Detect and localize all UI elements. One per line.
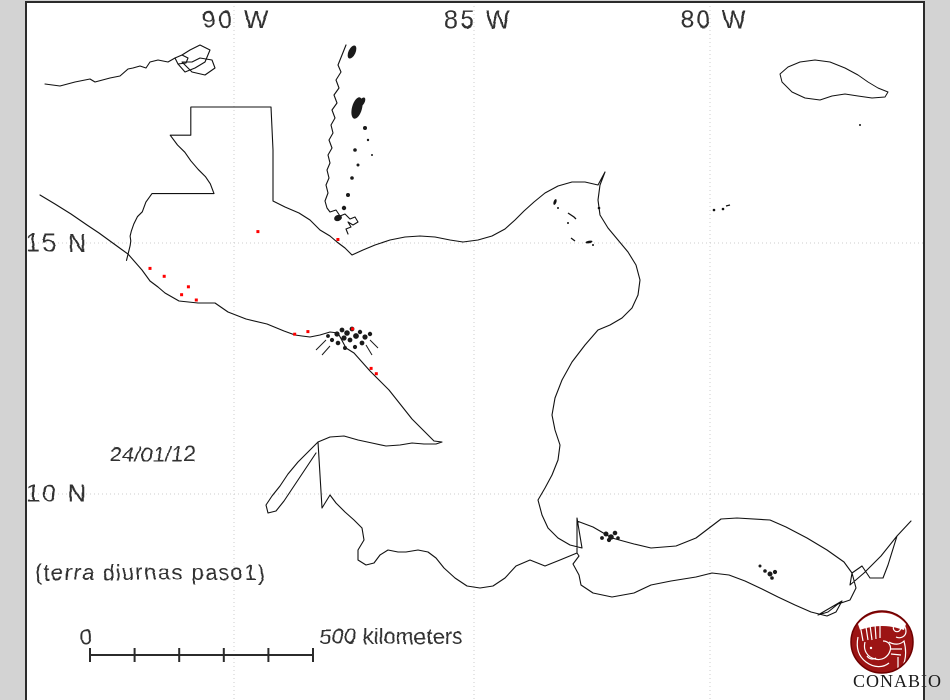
svg-text:80 W: 80 W (680, 6, 748, 34)
svg-text:90 W: 90 W (202, 6, 270, 34)
svg-text:24/01/12: 24/01/12 (110, 442, 196, 467)
svg-text:85 W: 85 W (444, 6, 512, 34)
svg-text:10 N: 10 N (26, 480, 89, 508)
svg-text:15 N: 15 N (26, 229, 89, 257)
svg-text:CONABIO: CONABIO (853, 671, 942, 691)
svg-text:0: 0 (80, 624, 92, 649)
svg-text:500 kilometers: 500 kilometers (320, 624, 463, 649)
svg-text:(terra diurnas paso1): (terra diurnas paso1) (35, 560, 267, 585)
